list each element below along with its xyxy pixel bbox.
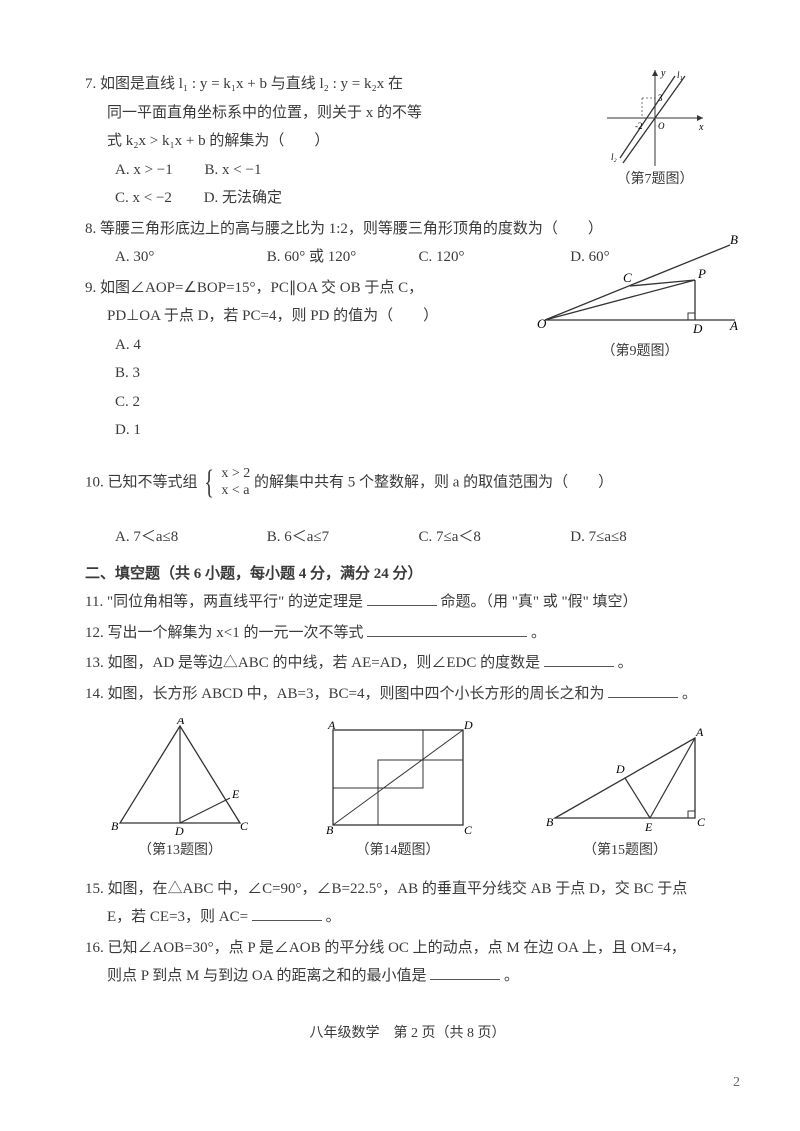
svg-text:A: A bbox=[176, 718, 185, 727]
q8-opt-b: B. 60° 或 120° bbox=[267, 243, 387, 272]
svg-text:D: D bbox=[615, 762, 625, 776]
q12-post: 。 bbox=[531, 625, 546, 641]
svg-text:C: C bbox=[240, 819, 249, 833]
section-2-heading: 二、填空题（共 6 小题，每小题 4 分，满分 24 分） bbox=[85, 560, 730, 589]
diagram-q13: A B C D E bbox=[105, 718, 255, 838]
q9-stem-1: 9. 如图∠AOP=∠BOP=15°，PC∥OA 交 OB 于点 C， bbox=[85, 274, 730, 303]
q7-stem-1: 7. 如图是直线 l₁ : y = k₁x + b 与直线 l₂ : y = k… bbox=[85, 70, 730, 99]
svg-text:A: A bbox=[695, 725, 704, 739]
question-15: 15. 如图，在△ABC 中，∠C=90°，∠B=22.5°，AB 的垂直平分线… bbox=[85, 875, 730, 932]
svg-text:B: B bbox=[111, 819, 119, 833]
figure-row: A B C D E （第13题图） A D B C （第14题图） bbox=[105, 718, 710, 865]
q16-line1: 16. 已知∠AOB=30°，点 P 是∠AOB 的平分线 OC 上的动点，点 … bbox=[85, 934, 730, 963]
q14-post: 。 bbox=[682, 686, 697, 702]
figure-13: A B C D E （第13题图） bbox=[105, 718, 255, 865]
q16-line2: 则点 P 到点 M 与到边 OA 的距离之和的最小值是 。 bbox=[85, 962, 730, 991]
q10-case-top: x > 2 bbox=[221, 466, 250, 483]
q11-post: 命题。（用 "真" 或 "假" 填空） bbox=[440, 594, 637, 610]
q9-opt-c: C. 2 bbox=[85, 388, 730, 417]
q9-opt-d: D. 1 bbox=[85, 416, 730, 445]
svg-text:C: C bbox=[464, 823, 473, 837]
svg-text:B: B bbox=[730, 232, 738, 247]
q10-opt-d: D. 7≤a≤8 bbox=[570, 523, 690, 552]
q10-options: A. 7＜a≤8 B. 6＜a≤7 C. 7≤a＜8 D. 7≤a≤8 bbox=[85, 523, 730, 552]
figure-15-caption: （第15题图） bbox=[540, 838, 710, 865]
q7-opt-b: B. x < −1 bbox=[205, 156, 262, 185]
q15-line2-post: 。 bbox=[326, 909, 341, 925]
q15-line2: E，若 CE=3，则 AC= 。 bbox=[85, 903, 730, 932]
q10-opt-a: A. 7＜a≤8 bbox=[115, 523, 235, 552]
page-number: 2 bbox=[733, 1075, 740, 1091]
svg-text:E: E bbox=[231, 787, 240, 801]
q7-opt-c: C. x < −2 bbox=[115, 184, 172, 213]
question-10: 10. 已知不等式组 { x > 2 x < a 的解集中共有 5 个整数解，则… bbox=[85, 451, 730, 552]
question-11: 11. "同位角相等，两直线平行" 的逆定理是 命题。（用 "真" 或 "假" … bbox=[85, 588, 730, 617]
q9-opt-a: A. 4 bbox=[85, 331, 730, 360]
q13-pre: 13. 如图，AD 是等边△ABC 的中线，若 AE=AD，则∠EDC 的度数是 bbox=[85, 655, 540, 671]
question-7: 7. 如图是直线 l₁ : y = k₁x + b 与直线 l₂ : y = k… bbox=[85, 70, 730, 213]
q10-case-bot: x < a bbox=[221, 483, 250, 500]
figure-13-caption: （第13题图） bbox=[105, 838, 255, 865]
q14-pre: 14. 如图，长方形 ABCD 中，AB=3，BC=4，则图中四个小长方形的周长… bbox=[85, 686, 604, 702]
q10-opt-c: C. 7≤a＜8 bbox=[419, 523, 539, 552]
q12-pre: 12. 写出一个解集为 x<1 的一元一次不等式 bbox=[85, 625, 363, 641]
q7-options: A. x > −1 B. x < −1 bbox=[85, 156, 730, 185]
q7-stem-3: 式 k₂x > k₁x + b 的解集为（ ） bbox=[85, 127, 730, 156]
question-14: 14. 如图，长方形 ABCD 中，AB=3，BC=4，则图中四个小长方形的周长… bbox=[85, 680, 730, 709]
q10-case: { x > 2 x < a bbox=[201, 451, 250, 516]
q15-line1: 15. 如图，在△ABC 中，∠C=90°，∠B=22.5°，AB 的垂直平分线… bbox=[85, 875, 730, 904]
q16-line2-post: 。 bbox=[504, 968, 519, 984]
page-content: 7. 如图是直线 l₁ : y = k₁x + b 与直线 l₂ : y = k… bbox=[0, 0, 800, 1047]
svg-text:A: A bbox=[327, 718, 336, 732]
question-8: 8. 等腰三角形底边上的高与腰之比为 1:2，则等腰三角形顶角的度数为（ ） A… bbox=[85, 215, 730, 272]
diagram-q15: A B C D E bbox=[540, 718, 710, 838]
q10-opt-b: B. 6＜a≤7 bbox=[267, 523, 387, 552]
footer-right: 第 2 页（共 8 页） bbox=[394, 1026, 506, 1041]
q10-stem-pre: 10. 已知不等式组 bbox=[85, 474, 198, 490]
q7-opt-d: D. 无法确定 bbox=[204, 184, 282, 213]
footer-left: 八年级数学 bbox=[310, 1026, 380, 1041]
q15-blank bbox=[252, 905, 322, 921]
svg-text:C: C bbox=[697, 815, 706, 829]
q16-blank bbox=[430, 964, 500, 980]
q13-post: 。 bbox=[618, 655, 633, 671]
q8-opt-a: A. 30° bbox=[115, 243, 235, 272]
q11-pre: 11. "同位角相等，两直线平行" 的逆定理是 bbox=[85, 594, 363, 610]
q10-stem-post: 的解集中共有 5 个整数解，则 a 的取值范围为（ ） bbox=[254, 474, 613, 490]
svg-text:E: E bbox=[644, 820, 653, 834]
q12-blank bbox=[367, 621, 527, 637]
q7-stem-2: 同一平面直角坐标系中的位置，则关于 x 的不等 bbox=[85, 99, 730, 128]
q16-line2-pre: 则点 P 到点 M 与到边 OA 的距离之和的最小值是 bbox=[107, 968, 426, 984]
svg-text:A: A bbox=[729, 318, 738, 333]
q8-opt-c: C. 120° bbox=[419, 243, 539, 272]
q13-blank bbox=[544, 651, 614, 667]
figure-15: A B C D E （第15题图） bbox=[540, 718, 710, 865]
svg-text:B: B bbox=[326, 823, 334, 837]
q8-opt-d: D. 60° bbox=[570, 243, 690, 272]
svg-text:D: D bbox=[174, 824, 184, 838]
q11-blank bbox=[367, 590, 437, 606]
diagram-q14: A D B C bbox=[318, 718, 478, 838]
question-13: 13. 如图，AD 是等边△ABC 的中线，若 AE=AD，则∠EDC 的度数是… bbox=[85, 649, 730, 678]
q7-options-2: C. x < −2 D. 无法确定 bbox=[85, 184, 730, 213]
q9-opt-b: B. 3 bbox=[85, 359, 730, 388]
q9-stem-2: PD⊥OA 于点 D，若 PC=4，则 PD 的值为（ ） bbox=[85, 302, 730, 331]
page-footer: 八年级数学 第 2 页（共 8 页） bbox=[85, 1021, 730, 1048]
q7-opt-a: A. x > −1 bbox=[115, 156, 173, 185]
q8-stem: 8. 等腰三角形底边上的高与腰之比为 1:2，则等腰三角形顶角的度数为（ ） bbox=[85, 215, 730, 244]
question-12: 12. 写出一个解集为 x<1 的一元一次不等式 。 bbox=[85, 619, 730, 648]
q15-line2-pre: E，若 CE=3，则 AC= bbox=[107, 909, 248, 925]
q8-options: A. 30° B. 60° 或 120° C. 120° D. 60° bbox=[85, 243, 730, 272]
question-16: 16. 已知∠AOB=30°，点 P 是∠AOB 的平分线 OC 上的动点，点 … bbox=[85, 934, 730, 991]
svg-text:B: B bbox=[546, 815, 554, 829]
figure-14: A D B C （第14题图） bbox=[318, 718, 478, 865]
figure-14-caption: （第14题图） bbox=[318, 838, 478, 865]
question-9: 9. 如图∠AOP=∠BOP=15°，PC∥OA 交 OB 于点 C， PD⊥O… bbox=[85, 274, 730, 445]
svg-text:D: D bbox=[463, 718, 473, 732]
q14-blank bbox=[608, 682, 678, 698]
